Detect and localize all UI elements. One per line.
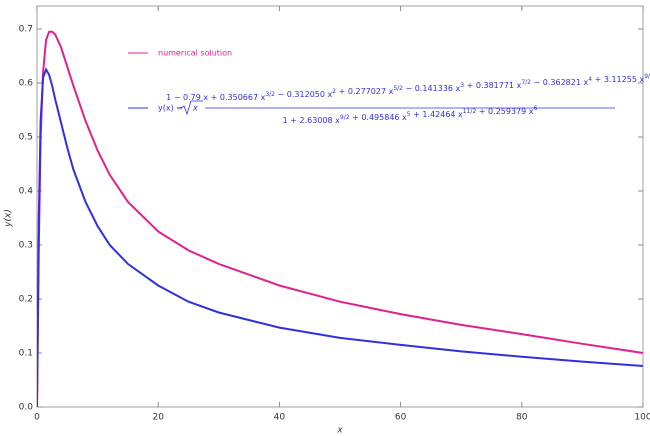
legend-numerator: 1 − 0.79 x + 0.350667 x3/2 − 0.312050 x2… bbox=[166, 73, 650, 102]
term: + 1.42464 x bbox=[411, 110, 463, 119]
term: + 0.381771 x bbox=[464, 81, 522, 90]
exponent: 7/2 bbox=[521, 79, 531, 86]
term: + 0.495846 x bbox=[350, 113, 408, 122]
y-tick-label: 0.0 bbox=[19, 403, 34, 413]
x-tick-label: 100 bbox=[634, 413, 650, 423]
term: 1 + 2.63008 x bbox=[283, 116, 341, 125]
y-tick-label: 0.4 bbox=[19, 187, 34, 197]
y-tick-label: 0.1 bbox=[19, 349, 33, 359]
exponent: 2 bbox=[332, 88, 336, 95]
legend-denominator: 1 + 2.63008 x9/2 + 0.495846 x5 + 1.42464… bbox=[283, 105, 538, 125]
exponent: 4 bbox=[588, 76, 592, 83]
term: − 0.312050 x bbox=[275, 90, 333, 99]
radical bbox=[180, 100, 203, 116]
x-tick-label: 40 bbox=[274, 413, 286, 423]
x-tick-label: 0 bbox=[34, 413, 40, 423]
exponent: 3 bbox=[460, 82, 464, 89]
term: − 0.362821 x bbox=[531, 78, 589, 87]
term: 1 − 0.79 x + 0.350667 x bbox=[166, 93, 265, 102]
legend-sqrt: x bbox=[192, 104, 198, 113]
x-axis-label: x bbox=[336, 426, 343, 436]
x-tick-label: 60 bbox=[395, 413, 407, 423]
exponent: 5/2 bbox=[393, 85, 403, 92]
exponent: 9/2 bbox=[644, 73, 650, 80]
plot-frame bbox=[36, 5, 644, 408]
data-line bbox=[37, 30, 643, 407]
legend-label: y(x) = bbox=[158, 104, 183, 113]
exponent: 11/2 bbox=[463, 108, 477, 115]
term: + 0.277027 x bbox=[336, 87, 394, 96]
legend-label: numerical solution bbox=[158, 49, 232, 58]
y-tick-label: 0.6 bbox=[19, 79, 34, 89]
y-tick-label: 0.7 bbox=[19, 25, 33, 35]
x-tick-label: 20 bbox=[152, 413, 164, 423]
y-axis-label: y(x) bbox=[4, 209, 14, 228]
y-tick-label: 0.5 bbox=[19, 133, 33, 143]
term: − 0.141336 x bbox=[403, 84, 461, 93]
exponent: 6 bbox=[534, 105, 538, 112]
data-line bbox=[37, 67, 643, 407]
y-tick-label: 0.3 bbox=[19, 241, 33, 251]
exponent: 9/2 bbox=[340, 114, 350, 121]
exponent: 5 bbox=[407, 111, 411, 118]
term: + 3.11255 x bbox=[592, 75, 644, 84]
x-tick-label: 80 bbox=[516, 413, 528, 423]
exponent: 3/2 bbox=[265, 91, 275, 98]
term: + 0.259379 x bbox=[476, 107, 534, 116]
y-tick-label: 0.2 bbox=[19, 295, 33, 305]
